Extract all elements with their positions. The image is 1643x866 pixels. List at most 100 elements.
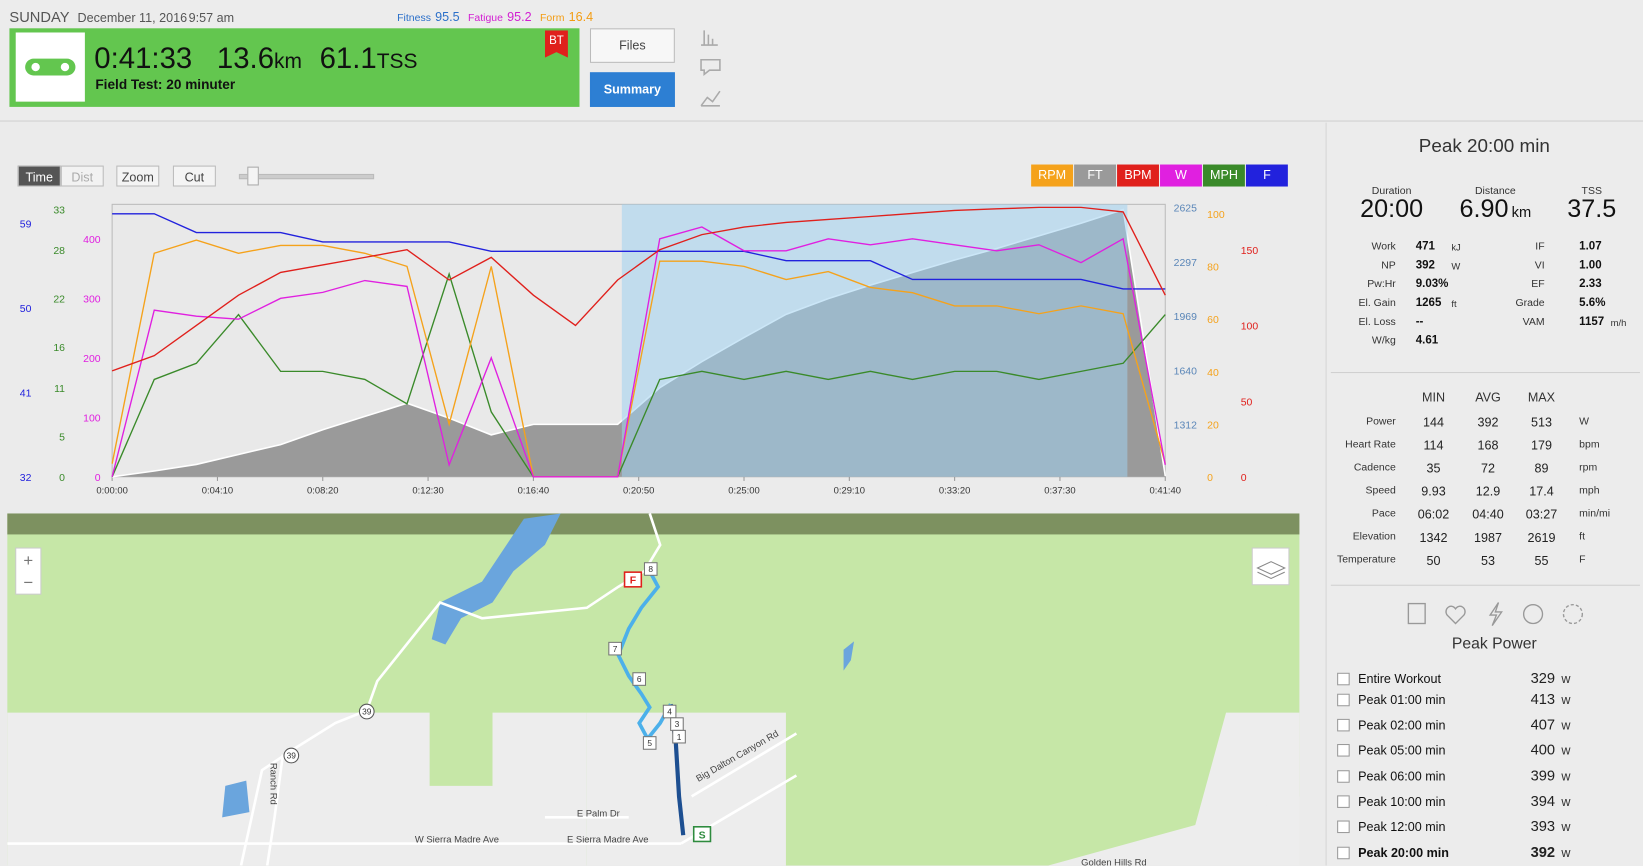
checkbox[interactable] — [1337, 820, 1350, 834]
stat-value: 1.00 — [1579, 258, 1602, 272]
toolbar-button[interactable]: Cut — [172, 165, 216, 187]
column-header: MAX — [1527, 389, 1556, 405]
legend-item[interactable]: MPH — [1202, 164, 1245, 187]
checkbox[interactable] — [1337, 770, 1350, 783]
metric-label: Fatigue — [467, 12, 503, 25]
cell: 168 — [1477, 438, 1499, 453]
stat-value: 392 — [1415, 258, 1435, 272]
y-tick-label: 40 — [1207, 368, 1219, 379]
metric-label: Fitness — [397, 12, 431, 25]
layers-button[interactable] — [1251, 547, 1290, 586]
range-icon[interactable] — [1562, 603, 1584, 625]
power-icon[interactable] — [1488, 602, 1503, 626]
cell: 2619 — [1527, 530, 1556, 545]
row-unit: ft — [1579, 531, 1586, 543]
stat-value: 4.61 — [1415, 334, 1439, 347]
badge[interactable]: BT — [544, 30, 568, 58]
peak-unit: w — [1561, 692, 1571, 708]
time: 9:57 am — [188, 10, 235, 26]
checkbox[interactable] — [1337, 672, 1350, 686]
row-label: Elevation — [1352, 531, 1396, 543]
stat-label: EF — [1531, 278, 1545, 291]
stat-label: Work — [1371, 241, 1396, 253]
summary-value: 20:00 — [1329, 195, 1455, 224]
urban-area — [1047, 796, 1300, 866]
stat-label: Pw:Hr — [1367, 278, 1396, 291]
y-tick-label: 32 — [20, 473, 32, 484]
toolbar-button[interactable]: Time — [17, 165, 61, 187]
workout-card[interactable] — [9, 28, 580, 107]
row-label: Cadence — [1353, 462, 1396, 474]
workout-title: Field Test: 20 minuter — [95, 76, 236, 93]
stat-label: W/kg — [1371, 335, 1396, 347]
flag-label: S — [699, 830, 706, 841]
peak-value: 329 — [1530, 669, 1556, 687]
summary-label: Distance — [1474, 185, 1516, 198]
checkbox[interactable] — [1337, 795, 1350, 808]
selection — [621, 204, 1128, 477]
lake — [222, 780, 250, 818]
checkbox[interactable] — [1337, 846, 1350, 860]
cell: 04:40 — [1472, 507, 1504, 522]
x-tick-label: 0:16:40 — [518, 485, 549, 496]
y-tick-label: 28 — [53, 246, 65, 257]
map[interactable]: W Sierra Madre Ave E Sierra Madre Ave E Pa… — [0, 511, 1315, 866]
stat-value: 2.33 — [1579, 277, 1602, 291]
peak-unit: w — [1561, 845, 1571, 861]
chart-icon[interactable] — [701, 30, 718, 46]
graph-icon[interactable] — [700, 90, 721, 107]
metrics: Fitness 95.5 Fatigue 95.2 Form 16.4 — [397, 9, 601, 24]
slider-thumb[interactable] — [247, 166, 259, 186]
stat-value: 1265 — [1415, 296, 1442, 310]
clock-icon[interactable] — [1522, 603, 1544, 625]
cell: 55 — [1534, 553, 1549, 568]
legend-item[interactable]: W — [1160, 164, 1202, 187]
peak-value: 392 — [1530, 843, 1556, 861]
y-tick-label: 100 — [1241, 322, 1259, 333]
checkbox[interactable] — [1337, 744, 1350, 757]
list-icon[interactable] — [1407, 602, 1426, 625]
cell: 50 — [1426, 553, 1441, 568]
stat-unit: m/h — [1610, 317, 1627, 328]
checkbox[interactable] — [1337, 693, 1350, 707]
summary-label: TSS — [1581, 185, 1602, 198]
zoom-button[interactable]: − — [23, 573, 33, 592]
x-tick-label: 0:33:20 — [939, 485, 970, 496]
toolbar-button[interactable]: Zoom — [116, 165, 160, 187]
comment-icon[interactable] — [700, 58, 721, 77]
cell: 114 — [1423, 438, 1444, 453]
zoom-button[interactable]: + — [23, 551, 33, 570]
route-marker — [643, 562, 658, 576]
heart-icon[interactable] — [1445, 605, 1466, 625]
y-tick-label: 22 — [53, 295, 65, 306]
row-unit: W — [1579, 416, 1590, 428]
legend-item[interactable]: F — [1245, 164, 1288, 187]
cell: 06:02 — [1417, 507, 1450, 522]
files-button[interactable]: Files — [589, 28, 675, 63]
summary-button[interactable]: Summary — [589, 72, 675, 107]
shield-label: 39 — [362, 707, 372, 717]
y-tick-label: 0 — [95, 473, 101, 484]
stat-label: IF — [1535, 241, 1545, 253]
legend-item[interactable]: BPM — [1117, 164, 1159, 187]
legend-item[interactable]: FT — [1074, 164, 1117, 187]
lake — [843, 641, 855, 671]
y-tick-label: 20 — [1207, 420, 1219, 431]
zoom-control — [15, 547, 42, 595]
tss-value: 61.1 — [319, 41, 377, 75]
value: 37.5 — [1567, 194, 1617, 224]
checkbox[interactable] — [1337, 718, 1350, 732]
metric-value: 16.4 — [568, 9, 594, 25]
peak-label: Peak 10:00 min — [1358, 794, 1446, 809]
toolbar-button[interactable]: Dist — [60, 165, 104, 187]
marker-label: 7 — [613, 644, 618, 654]
legend-item[interactable]: RPM — [1031, 164, 1074, 187]
map-label: W Sierra Madre Ave — [415, 834, 499, 845]
cell: 179 — [1530, 438, 1552, 453]
duration: 0:41:33 — [94, 41, 193, 75]
y-tick-label: 1640 — [1174, 366, 1197, 377]
slider[interactable] — [238, 173, 375, 180]
x-tick-label: 0:29:10 — [834, 485, 865, 496]
stat-label: Grade — [1515, 297, 1545, 310]
sidebar-icons — [1407, 602, 1584, 626]
